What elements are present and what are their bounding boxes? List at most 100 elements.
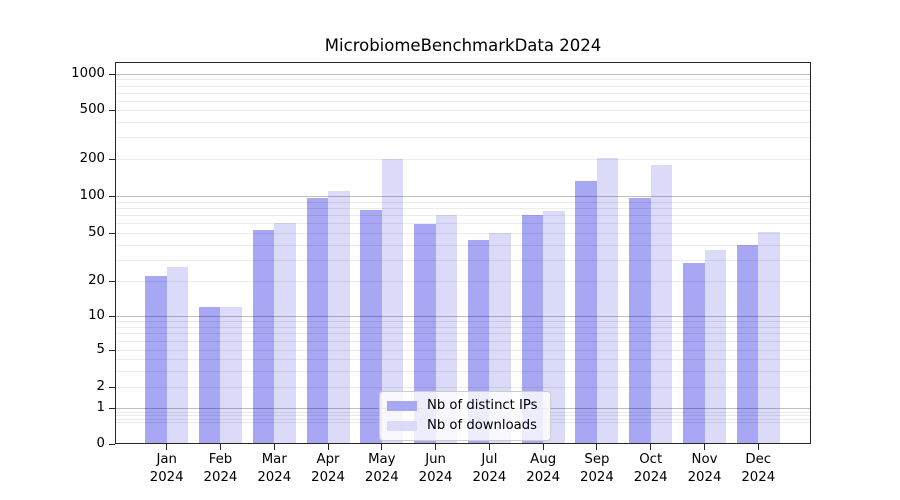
- gridline-minor-6: [115, 341, 811, 343]
- legend-label-downloads: Nb of downloads: [427, 418, 537, 433]
- x-tick-label-mar: Mar 2024: [257, 452, 292, 485]
- bar-downloads-jun: [435, 215, 458, 444]
- bar-distinct-ips-jan: [145, 276, 167, 444]
- gridline-minor-800: [115, 85, 811, 87]
- y-tick-5: [109, 349, 115, 351]
- gridline-major-1000: [115, 74, 811, 75]
- gridline-minor-2: [115, 387, 811, 388]
- x-tick-oct: [650, 444, 652, 450]
- y-tick-label-10: 10: [88, 308, 105, 323]
- bar-distinct-ips-mar: [252, 229, 275, 444]
- legend-swatch-downloads: [387, 420, 417, 431]
- x-tick-jun: [435, 444, 437, 450]
- x-tick-nov: [704, 444, 705, 450]
- gridline-minor-7: [115, 333, 811, 335]
- bar-downloads-sep: [596, 157, 619, 444]
- gridline-major-100: [115, 196, 811, 197]
- bar-downloads-mar: [274, 223, 296, 444]
- bar-distinct-ips-apr: [306, 198, 329, 444]
- y-tick-label-5: 5: [96, 342, 105, 357]
- x-tick-label-may: May 2024: [364, 452, 399, 485]
- gridline-minor-300: [115, 137, 811, 139]
- chart-title: MicrobiomeBenchmarkData 2024: [324, 36, 602, 55]
- x-tick-jan: [166, 444, 168, 450]
- grid-layer: [115, 62, 811, 444]
- x-tick-may: [381, 444, 383, 450]
- bar-downloads-apr: [328, 190, 350, 444]
- x-tick-dec: [757, 444, 759, 450]
- y-tick-1: [109, 407, 115, 409]
- gridline-minor-9: [115, 321, 811, 323]
- y-tick-label-2: 2: [96, 379, 105, 394]
- y-tick-label-0: 0: [96, 436, 105, 451]
- bar-downloads-dec: [758, 231, 780, 444]
- legend-item-downloads: Nb of downloads: [387, 418, 538, 433]
- gridline-minor-70: [115, 215, 811, 217]
- bar-downloads-oct: [650, 165, 673, 444]
- x-tick-aug: [542, 444, 544, 450]
- gridline-minor-600: [115, 100, 811, 102]
- gridline-minor-4: [115, 359, 811, 360]
- x-tick-apr: [327, 444, 329, 450]
- gridline-minor-30: [115, 259, 811, 261]
- x-tick-label-sep: Sep 2024: [580, 452, 614, 485]
- y-tick-0: [109, 443, 115, 445]
- y-tick-label-100: 100: [79, 188, 105, 203]
- y-tick-label-1: 1: [96, 400, 105, 415]
- gridline-minor-700: [115, 92, 811, 94]
- bar-downloads-jan: [166, 267, 189, 444]
- y-tick-label-20: 20: [88, 273, 105, 288]
- gridline-minor-40: [115, 244, 811, 246]
- x-tick-sep: [596, 444, 598, 450]
- bar-distinct-ips-dec: [736, 244, 759, 444]
- x-tick-label-jun: Jun 2024: [418, 452, 453, 485]
- bar-distinct-ips-sep: [575, 181, 597, 444]
- x-tick-label-jan: Jan 2024: [149, 452, 184, 485]
- bar-downloads-may: [381, 159, 404, 444]
- y-tick-1000: [109, 73, 115, 75]
- bar-distinct-ips-feb: [198, 306, 221, 444]
- bar-downloads-feb: [220, 306, 242, 444]
- x-tick-label-feb: Feb 2024: [203, 452, 238, 485]
- y-tick-label-500: 500: [79, 102, 105, 117]
- gridline-minor-8: [115, 326, 811, 328]
- gridline-minor-3: [115, 370, 811, 372]
- y-tick-10: [109, 315, 115, 317]
- legend: Nb of distinct IPs Nb of downloads: [379, 391, 551, 441]
- bar-downloads-nov: [704, 250, 726, 444]
- gridline-minor-500: [115, 110, 811, 111]
- x-tick-label-jul: Jul 2024: [472, 452, 507, 485]
- gridline-major-10: [115, 316, 811, 317]
- gridline-minor-5: [115, 350, 811, 351]
- y-tick-50: [109, 232, 115, 234]
- plot-area: [115, 62, 811, 444]
- x-tick-feb: [219, 444, 221, 450]
- gridline-minor-90: [115, 201, 811, 203]
- bar-distinct-ips-may: [360, 209, 382, 444]
- gridline-minor-900: [115, 79, 811, 81]
- bar-distinct-ips-jun: [414, 224, 436, 444]
- bar-distinct-ips-aug: [521, 215, 544, 444]
- gridline-minor-200: [115, 159, 811, 160]
- gridline-minor-80: [115, 207, 811, 209]
- gridline-minor-400: [115, 121, 811, 123]
- gridline-minor-50: [115, 233, 811, 234]
- gridline-minor-60: [115, 223, 811, 225]
- x-tick-label-aug: Aug 2024: [526, 452, 561, 485]
- y-tick-label-200: 200: [79, 151, 105, 166]
- x-tick-label-apr: Apr 2024: [311, 452, 345, 485]
- legend-item-distinct-ips: Nb of distinct IPs: [387, 398, 538, 413]
- legend-label-distinct-ips: Nb of distinct IPs: [427, 398, 538, 413]
- y-tick-100: [109, 195, 115, 197]
- y-tick-label-50: 50: [88, 225, 105, 240]
- bar-distinct-ips-nov: [683, 263, 705, 444]
- bar-downloads-aug: [543, 211, 565, 444]
- x-tick-label-dec: Dec 2024: [741, 452, 776, 485]
- y-tick-20: [109, 280, 115, 282]
- y-tick-label-1000: 1000: [71, 66, 105, 81]
- x-tick-jul: [488, 444, 490, 450]
- legend-swatch-distinct-ips: [387, 400, 417, 411]
- x-tick-mar: [273, 444, 275, 450]
- gridline-minor-20: [115, 281, 811, 282]
